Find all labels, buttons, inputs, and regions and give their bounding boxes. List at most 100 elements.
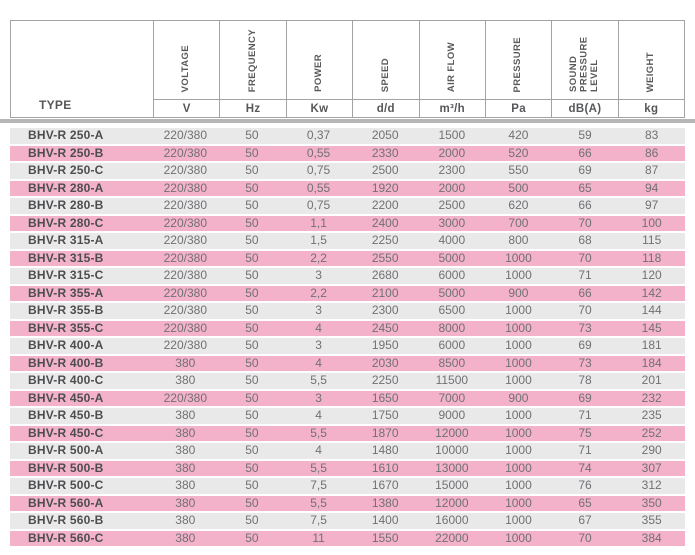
cell-air-flow: 1500 — [418, 128, 486, 146]
cell-weight: 120 — [618, 267, 685, 286]
cell-sound-pressure-level: 69 — [551, 162, 619, 181]
cell-power: 3 — [285, 337, 352, 356]
table-row-bhv-r-450-a: BHV-R 450-A 220/380 50 3 1650 7000 900 69 232 — [10, 389, 685, 408]
cell-frequency: 50 — [218, 442, 286, 461]
cell-frequency: 50 — [218, 372, 286, 391]
column-header-type: TYPE — [11, 21, 153, 117]
cell-weight: 355 — [618, 512, 685, 531]
cell-power: 4 — [285, 442, 352, 461]
cell-weight: 115 — [618, 232, 685, 251]
cell-pressure: 1000 — [485, 267, 552, 286]
cell-sound-pressure-level: 76 — [551, 477, 619, 496]
row-type-label: BHV-R 500-C — [10, 477, 152, 496]
cell-frequency: 50 — [218, 512, 286, 531]
table-row-bhv-r-450-b: BHV-R 450-B 380 50 4 1750 9000 1000 71 235 — [10, 407, 685, 426]
table-row-bhv-r-500-a: BHV-R 500-A 380 50 4 1480 10000 1000 71 290 — [10, 442, 685, 461]
cell-pressure: 1000 — [485, 302, 552, 321]
cell-pressure: 800 — [485, 232, 552, 251]
cell-frequency: 50 — [218, 354, 286, 373]
cell-air-flow: 4000 — [418, 232, 486, 251]
column-name-cell: AIR FLOW — [420, 21, 485, 99]
table-row-bhv-r-400-b: BHV-R 400-B 380 50 4 2030 8500 1000 73 184 — [10, 354, 685, 373]
cell-air-flow: 13000 — [418, 459, 486, 478]
row-type-label: BHV-R 400-B — [10, 354, 152, 373]
row-type-label: BHV-R 450-C — [10, 424, 152, 443]
column-name-label: SPEED — [379, 57, 391, 92]
cell-air-flow: 6000 — [418, 337, 486, 356]
cell-power: 2,2 — [285, 284, 352, 303]
cell-air-flow: 7000 — [418, 389, 486, 408]
table-row-bhv-r-500-c: BHV-R 500-C 380 50 7,5 1670 15000 1000 76 312 — [10, 477, 685, 496]
column-header-voltage: VOLTAGE V — [153, 21, 220, 117]
cell-power: 1,5 — [285, 232, 352, 251]
cell-voltage: 220/380 — [152, 302, 219, 321]
column-name-cell: WEIGHT — [619, 21, 684, 99]
cell-speed: 2500 — [351, 162, 419, 181]
row-type-label: BHV-R 560-A — [10, 494, 152, 513]
row-type-label: BHV-R 250-A — [10, 128, 152, 146]
cell-frequency: 50 — [218, 232, 286, 251]
row-type-label: BHV-R 355-C — [10, 319, 152, 338]
cell-air-flow: 10000 — [418, 442, 486, 461]
cell-pressure: 1000 — [485, 512, 552, 531]
cell-power: 4 — [285, 354, 352, 373]
column-name-cell: SOUND PRESSURE LEVEL — [552, 21, 617, 99]
cell-sound-pressure-level: 65 — [551, 179, 619, 198]
cell-voltage: 220/380 — [152, 144, 219, 163]
cell-weight: 94 — [618, 179, 685, 198]
cell-weight: 384 — [618, 529, 685, 548]
cell-power: 11 — [285, 529, 352, 548]
cell-weight: 184 — [618, 354, 685, 373]
cell-speed: 2330 — [351, 144, 419, 163]
row-type-label: BHV-R 355-A — [10, 284, 152, 303]
cell-speed: 1400 — [351, 512, 419, 531]
cell-sound-pressure-level: 69 — [551, 389, 619, 408]
column-unit-label: V — [154, 99, 220, 117]
row-type-label: BHV-R 400-A — [10, 337, 152, 356]
cell-voltage: 220/380 — [152, 128, 219, 146]
cell-frequency: 50 — [218, 424, 286, 443]
row-type-label: BHV-R 450-A — [10, 389, 152, 408]
cell-sound-pressure-level: 71 — [551, 407, 619, 426]
cell-weight: 290 — [618, 442, 685, 461]
cell-speed: 1950 — [351, 337, 419, 356]
cell-pressure: 900 — [485, 389, 552, 408]
column-name-label: WEIGHT — [645, 51, 657, 92]
cell-sound-pressure-level: 66 — [551, 284, 619, 303]
cell-air-flow: 2500 — [418, 197, 486, 216]
cell-air-flow: 8000 — [418, 319, 486, 338]
column-unit-label: Pa — [485, 99, 552, 117]
table-row-bhv-r-355-b: BHV-R 355-B 220/380 50 3 2300 6500 1000 70 144 — [10, 302, 685, 321]
table-row-bhv-r-500-b: BHV-R 500-B 380 50 5,5 1610 13000 1000 74 307 — [10, 459, 685, 478]
cell-speed: 2100 — [351, 284, 419, 303]
cell-sound-pressure-level: 66 — [551, 197, 619, 216]
row-type-label: BHV-R 400-C — [10, 372, 152, 391]
cell-pressure: 1000 — [485, 337, 552, 356]
table-row-bhv-r-280-a: BHV-R 280-A 220/380 50 0,55 1920 2000 500 65 94 — [10, 179, 685, 198]
cell-pressure: 1000 — [485, 477, 552, 496]
type-label: TYPE — [39, 98, 72, 112]
cell-voltage: 220/380 — [152, 214, 219, 233]
cell-sound-pressure-level: 66 — [551, 144, 619, 163]
cell-frequency: 50 — [218, 459, 286, 478]
cell-power: 0,75 — [285, 197, 352, 216]
cell-speed: 2200 — [351, 197, 419, 216]
cell-pressure: 620 — [485, 197, 552, 216]
cell-weight: 232 — [618, 389, 685, 408]
row-type-label: BHV-R 315-A — [10, 232, 152, 251]
cell-sound-pressure-level: 73 — [551, 319, 619, 338]
column-name-cell: SPEED — [353, 21, 418, 99]
cell-voltage: 380 — [152, 424, 219, 443]
column-unit-label: m³/h — [419, 99, 485, 117]
cell-pressure: 1000 — [485, 407, 552, 426]
cell-sound-pressure-level: 70 — [551, 214, 619, 233]
header-divider-bar — [0, 119, 695, 123]
cell-frequency: 50 — [218, 214, 286, 233]
cell-voltage: 380 — [152, 407, 219, 426]
column-header-pressure: PRESSURE Pa — [484, 21, 552, 117]
cell-voltage: 380 — [152, 442, 219, 461]
cell-weight: 118 — [618, 249, 685, 268]
cell-speed: 1610 — [351, 459, 419, 478]
column-name-label: AIR FLOW — [445, 41, 457, 92]
cell-weight: 235 — [618, 407, 685, 426]
